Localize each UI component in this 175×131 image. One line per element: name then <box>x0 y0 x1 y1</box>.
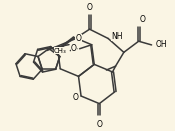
Text: O: O <box>72 93 78 102</box>
Text: CH₃: CH₃ <box>54 48 67 54</box>
Text: O: O <box>96 120 102 129</box>
Text: O: O <box>71 44 77 53</box>
Text: O: O <box>139 15 145 24</box>
Text: NH: NH <box>111 32 122 41</box>
Text: O: O <box>87 3 93 12</box>
Text: OH: OH <box>155 40 167 49</box>
Text: O: O <box>76 34 82 43</box>
